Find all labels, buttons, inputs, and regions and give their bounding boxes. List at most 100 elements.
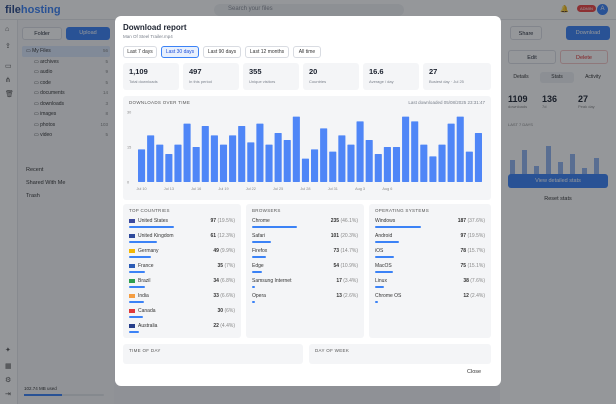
flag-icon — [129, 218, 135, 223]
chart-bar[interactable] — [365, 140, 373, 182]
storage-bar — [24, 394, 104, 396]
folder-item[interactable]: ▭ audio 9 — [22, 67, 110, 78]
chart-bar[interactable] — [320, 128, 328, 182]
chart-bar[interactable] — [465, 151, 473, 182]
download-button[interactable]: Download — [566, 26, 610, 40]
edit-button[interactable]: Edit — [508, 50, 556, 64]
folder-item[interactable]: ▭ documents 14 — [22, 88, 110, 99]
chart-bar[interactable] — [174, 144, 182, 182]
chart-bar[interactable] — [201, 126, 209, 182]
range-7d[interactable]: Last 7 days — [123, 46, 157, 58]
range-30d[interactable]: Last 30 days — [161, 46, 199, 58]
nav-recent[interactable]: Recent — [26, 167, 44, 173]
chart-bar[interactable] — [383, 147, 391, 182]
chart-bar[interactable] — [301, 158, 309, 182]
folder-label: ▭ video — [34, 132, 53, 138]
time-title: TIME OF DAY — [129, 348, 161, 353]
chart-bar[interactable] — [292, 116, 300, 182]
reset-stats-button[interactable]: Reset stats — [544, 196, 572, 202]
tab-activity[interactable]: Activity — [585, 74, 601, 80]
range-all[interactable]: All time — [293, 46, 321, 58]
chart-bar[interactable] — [156, 144, 164, 182]
chart-bar[interactable] — [274, 133, 282, 182]
stat-row: Linux 38 (7.6%) — [375, 278, 485, 292]
delete-button[interactable]: Delete — [560, 50, 608, 64]
chart-bar[interactable] — [238, 126, 246, 182]
stat-row: MacOS 75 (15.1%) — [375, 263, 485, 277]
countries-title: TOP COUNTRIES — [129, 208, 170, 213]
chart-bar[interactable] — [420, 144, 428, 182]
avatar[interactable]: A — [597, 4, 608, 15]
row-value: 30 (6%) — [217, 308, 235, 314]
folder-item[interactable]: ▭ code 5 — [22, 78, 110, 89]
chart-bar[interactable] — [247, 142, 255, 182]
row-value: 33 (6.6%) — [213, 293, 235, 299]
settings-icon[interactable]: ⚙ — [5, 377, 12, 384]
chart-bar[interactable] — [210, 135, 218, 182]
chart-bar[interactable] — [474, 133, 482, 182]
folder-item[interactable]: ▭ downloads 3 — [22, 99, 110, 110]
new-folder-button[interactable]: Folder — [22, 27, 62, 40]
share-button[interactable]: Share — [510, 26, 542, 40]
logout-icon[interactable]: ⇥ — [5, 391, 11, 398]
trash-icon[interactable]: 🗑 — [5, 91, 14, 98]
kpi-countries: 20 Countries — [303, 63, 359, 90]
row-bar — [252, 301, 255, 303]
folder-item[interactable]: ▭ photos 103 — [22, 120, 110, 131]
tab-stats[interactable]: Stats — [540, 72, 574, 83]
chart-bar[interactable] — [283, 140, 291, 182]
modal-subtitle: Man Of Steel Trailer.mp4 — [123, 34, 173, 39]
chart-bar[interactable] — [402, 116, 410, 182]
chart-bar[interactable] — [183, 123, 191, 182]
chart-bar[interactable] — [356, 121, 364, 182]
chart-bar[interactable] — [192, 147, 200, 182]
folder-item[interactable]: ▭ My Files 56 — [22, 46, 110, 57]
chart-bar[interactable] — [392, 147, 401, 182]
chart-bar[interactable] — [229, 135, 237, 182]
bell-icon[interactable]: 🔔 — [560, 6, 569, 13]
share-icon[interactable]: ⋔ — [5, 77, 11, 84]
close-button[interactable]: Close — [467, 369, 482, 375]
upload-button[interactable]: Upload — [66, 27, 110, 40]
folder-item[interactable]: ▭ images 8 — [22, 109, 110, 120]
x-tick-label: Jul 19 — [218, 187, 228, 191]
range-90d[interactable]: Last 90 days — [203, 46, 241, 58]
folder-label: ▭ code — [34, 79, 51, 86]
chart-bar[interactable] — [147, 135, 155, 182]
row-label: Samsung Internet — [252, 278, 292, 284]
view-detailed-stats-button[interactable]: View detailed stats — [508, 174, 608, 188]
chart-bar[interactable] — [265, 144, 273, 182]
range-12m[interactable]: Last 12 months — [245, 46, 289, 58]
chart-bar[interactable] — [165, 154, 173, 182]
nav-shared[interactable]: Shared With Me — [26, 180, 66, 186]
chart-bar[interactable] — [138, 149, 146, 182]
search-input[interactable]: Search your files — [214, 4, 404, 16]
chart-bar[interactable] — [456, 116, 464, 182]
chart-bar[interactable] — [411, 121, 419, 182]
chart-bar[interactable] — [374, 154, 382, 182]
folder-item[interactable]: ▭ archives 5 — [22, 57, 110, 68]
chart-bar[interactable] — [311, 149, 319, 182]
folder-item[interactable]: ▭ video 5 — [22, 130, 110, 141]
tab-details[interactable]: Details — [513, 74, 529, 80]
chart-bar[interactable] — [447, 123, 455, 182]
stat-row: iOS 78 (15.7%) — [375, 248, 485, 262]
upload-icon[interactable]: ⇪ — [5, 43, 11, 50]
chart-bar[interactable] — [219, 144, 228, 182]
row-label: Linux — [375, 278, 387, 284]
folder-icon[interactable]: ▭ — [5, 63, 12, 70]
tools-icon[interactable]: ✦ — [5, 347, 11, 354]
search-placeholder: Search your files — [228, 6, 273, 12]
nav-trash[interactable]: Trash — [26, 193, 40, 199]
chart-bar[interactable] — [347, 144, 355, 182]
grid-icon[interactable]: ▦ — [5, 363, 12, 370]
home-icon[interactable]: ⌂ — [5, 26, 10, 33]
chart-bar[interactable] — [429, 156, 437, 182]
chart-bar[interactable] — [256, 123, 264, 182]
chart-bar[interactable] — [338, 135, 346, 182]
folder-count: 56 — [102, 48, 108, 53]
kpi-busiest: 27 Busiest day · Jul 25 — [423, 63, 491, 90]
chart-bar[interactable] — [438, 144, 446, 182]
chart-bar[interactable] — [329, 151, 337, 182]
app-logo[interactable]: filehosting — [5, 4, 61, 16]
